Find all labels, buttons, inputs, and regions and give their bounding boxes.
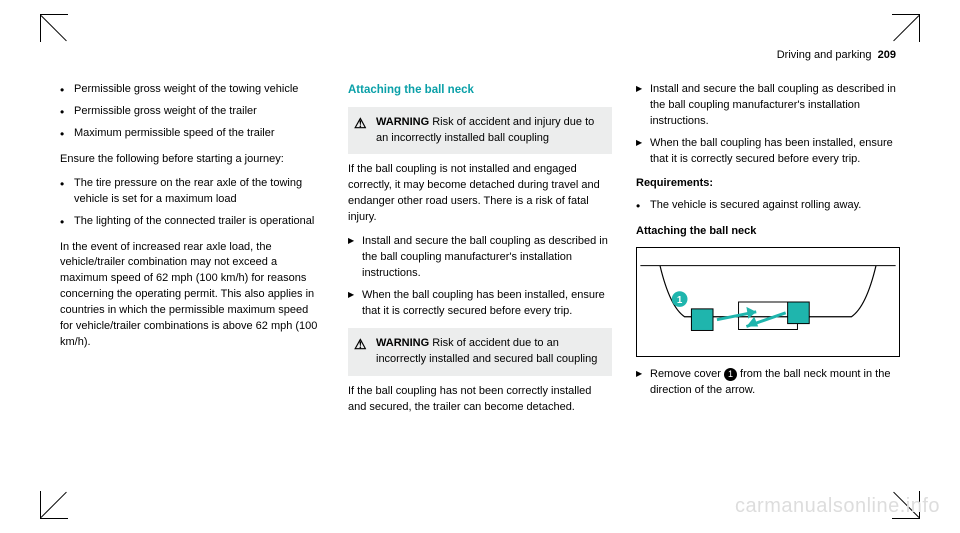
list-item: Permissible gross weight of the towing v… — [60, 82, 324, 98]
warning-label: WARNING — [376, 116, 429, 128]
column-3: Install and secure the ball coupling as … — [636, 82, 900, 424]
page: Driving and parking 209 Permissible gros… — [0, 0, 960, 464]
page-header: Driving and parking 209 — [60, 48, 900, 64]
list-item: The tire pressure on the rear axle of th… — [60, 176, 324, 208]
column-1: Permissible gross weight of the towing v… — [60, 82, 324, 424]
paragraph: In the event of increased rear axle load… — [60, 240, 324, 352]
section-name: Driving and parking — [777, 49, 872, 61]
list-item: The lighting of the connected trailer is… — [60, 214, 324, 230]
warning-box-1: ⚠ WARNING Risk of accident and injury du… — [348, 107, 612, 155]
step-text-a: Remove cover — [650, 368, 724, 380]
crop-mark-tr — [892, 14, 920, 42]
list-item: Permissible gross weight of the trailer — [60, 104, 324, 120]
svg-text:1: 1 — [677, 295, 683, 306]
callout-1-icon: 1 — [724, 368, 737, 381]
paragraph: Ensure the following before starting a j… — [60, 152, 324, 168]
figure-ball-neck: 1 — [636, 247, 900, 357]
step-item: Install and secure the ball coupling as … — [348, 234, 612, 282]
warning-icon: ⚠ — [354, 113, 367, 133]
paragraph: If the ball coupling is not installed an… — [348, 162, 612, 226]
watermark: carmanualsonline.info — [735, 492, 940, 521]
crop-mark-tl — [40, 14, 68, 42]
column-2: Attaching the ball neck ⚠ WARNING Risk o… — [348, 82, 612, 424]
list-item: The vehicle is secured against rolling a… — [636, 198, 900, 214]
step-item: When the ball coupling has been installe… — [348, 288, 612, 320]
subsection-title: Attaching the ball neck — [636, 224, 900, 240]
requirements-list: The vehicle is secured against rolling a… — [636, 198, 900, 214]
paragraph: If the ball coupling has not been correc… — [348, 384, 612, 416]
step-item: Remove cover 1 from the ball neck mount … — [636, 367, 900, 399]
columns: Permissible gross weight of the towing v… — [60, 82, 900, 424]
step-item: When the ball coupling has been installe… — [636, 136, 900, 168]
step-list-2: Install and secure the ball coupling as … — [636, 82, 900, 168]
page-number: 209 — [878, 49, 896, 61]
requirements-title: Requirements: — [636, 176, 900, 192]
step-list-3: Remove cover 1 from the ball neck mount … — [636, 367, 900, 399]
step-list-1: Install and secure the ball coupling as … — [348, 234, 612, 320]
warning-label: WARNING — [376, 337, 429, 349]
list-item: Maximum permissible speed of the trailer — [60, 126, 324, 142]
step-item: Install and secure the ball coupling as … — [636, 82, 900, 130]
section-title: Attaching the ball neck — [348, 82, 612, 99]
bullet-list-1: Permissible gross weight of the towing v… — [60, 82, 324, 142]
crop-mark-bl — [40, 491, 68, 519]
bullet-list-2: The tire pressure on the rear axle of th… — [60, 176, 324, 230]
figure-svg: 1 — [637, 248, 899, 356]
warning-box-2: ⚠ WARNING Risk of accident due to an inc… — [348, 328, 612, 376]
warning-icon: ⚠ — [354, 334, 367, 354]
